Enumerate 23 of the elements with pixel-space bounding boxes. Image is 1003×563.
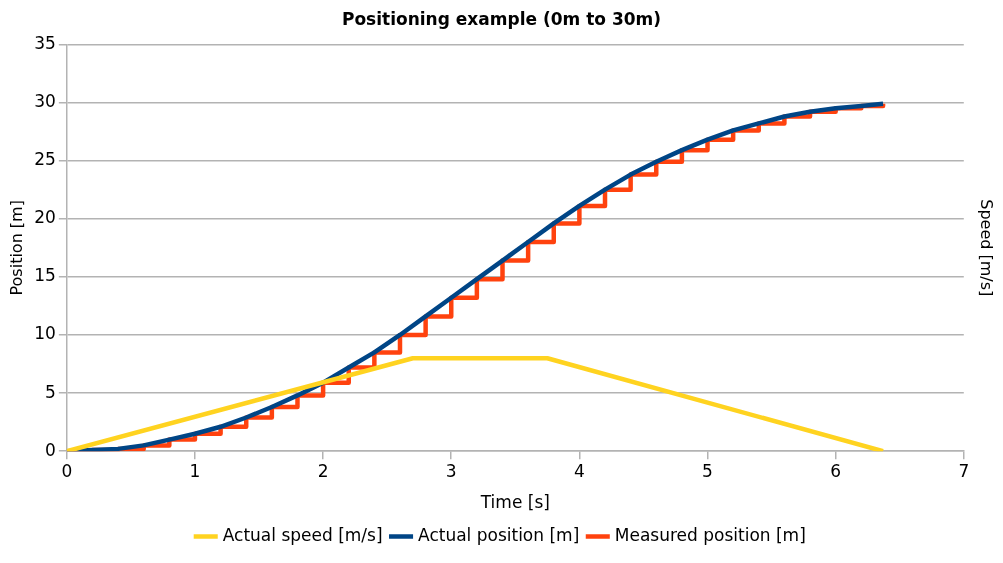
y-axis-title: Position [m] — [6, 200, 26, 296]
y-tick-label: 35 — [34, 32, 56, 53]
x-tick-label: 4 — [573, 460, 585, 481]
y-tick-label: 30 — [34, 90, 56, 111]
y-tick-label: 10 — [34, 323, 56, 344]
y-tick-label: 0 — [45, 439, 56, 460]
x-tick-label: 5 — [702, 460, 713, 481]
x-tick-label: 3 — [445, 460, 457, 481]
chart-title: Positioning example (0m to 30m) — [341, 8, 662, 29]
y-tick-label: 20 — [34, 207, 56, 228]
x-tick-label: 7 — [958, 460, 970, 481]
x-tick-label: 6 — [830, 460, 842, 481]
x-axis-title: Time [s] — [479, 492, 550, 513]
x-tick-label: 1 — [189, 460, 201, 481]
y-tick-label: 5 — [45, 381, 56, 402]
y2-axis-title: Speed [m/s] — [977, 199, 997, 297]
y-tick-label: 15 — [34, 265, 56, 286]
legend-label: Measured position [m] — [614, 524, 806, 545]
y-tick-label: 25 — [34, 149, 56, 170]
legend-label: Actual position [m] — [418, 524, 580, 545]
x-tick-label: 2 — [317, 460, 329, 481]
legend-label: Actual speed [m/s] — [222, 524, 383, 545]
x-tick-label: 0 — [61, 460, 73, 481]
